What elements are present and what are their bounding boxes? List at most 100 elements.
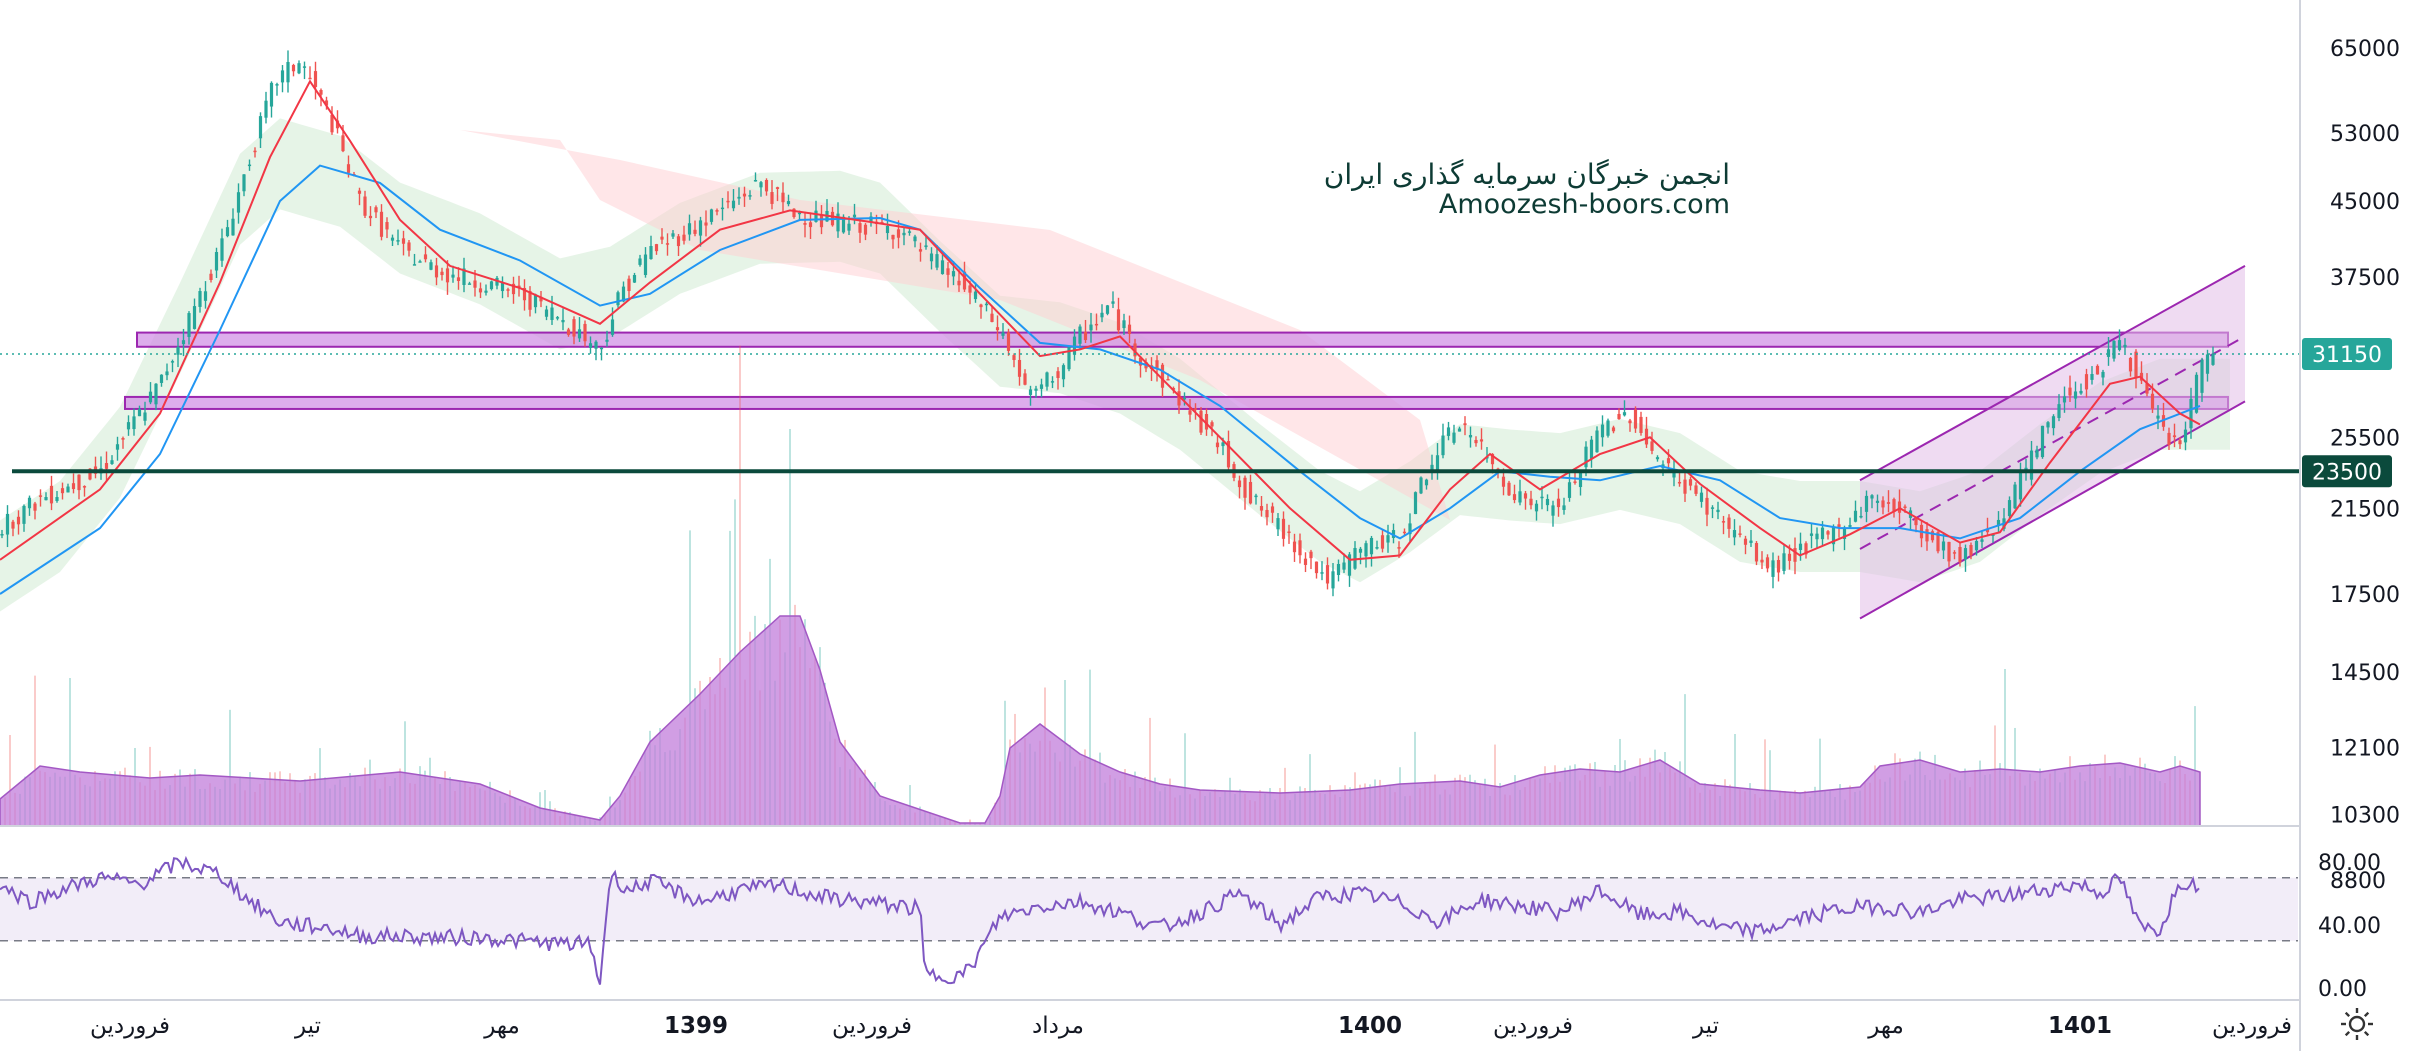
candle-body [808, 222, 813, 228]
candle-body [429, 262, 433, 270]
candle-body [407, 242, 411, 251]
time-tick-label: 1400 [1338, 1013, 1402, 1039]
candle-body [1677, 481, 1682, 484]
candle-body [137, 408, 142, 417]
candle-body [1177, 391, 1181, 406]
candle-body [1985, 528, 1990, 533]
candle-body [561, 319, 565, 323]
candle-body [1793, 548, 1797, 562]
candle-body [704, 222, 708, 226]
candle-body [16, 516, 21, 525]
candle-body [660, 236, 664, 240]
candle-body [1749, 540, 1753, 543]
candle-body [1529, 498, 1533, 506]
candle-body [2156, 415, 2160, 419]
candle-body [0, 534, 4, 536]
candle-body [308, 77, 312, 80]
price-tick-label: 53000 [2330, 122, 2400, 147]
time-axis[interactable]: فروردین تیر مهر 1399 فروردین مرداد 1400 فروردین… [90, 1013, 2292, 1039]
candle-body [170, 361, 175, 363]
candle-body [434, 265, 439, 278]
candle-body [1083, 331, 1088, 341]
candle-body [11, 521, 15, 529]
candle-body [1138, 357, 1143, 366]
candle-body [1380, 535, 1385, 549]
candle-body [1248, 481, 1253, 504]
candle-body [555, 317, 560, 319]
candle-body [1204, 414, 1209, 430]
candle-body [1303, 558, 1308, 565]
candle-body [781, 192, 785, 203]
candle-body [731, 200, 736, 209]
candle-body [533, 294, 538, 308]
time-tick-label: مهر [483, 1013, 520, 1039]
candle-body [550, 307, 554, 320]
candle-body [506, 289, 510, 291]
candle-body [330, 114, 334, 133]
candle-body [1188, 410, 1192, 415]
candle-body [1699, 492, 1704, 502]
candle-body [363, 196, 367, 216]
candle-body [2040, 425, 2045, 458]
candle-body [1947, 541, 1951, 562]
candle-body [1270, 506, 1275, 513]
candle-body [1089, 324, 1093, 331]
candle-body [1771, 560, 1775, 577]
candle-body [500, 282, 505, 292]
time-tick-label: 1401 [2048, 1013, 2112, 1039]
price-tick-label: 21500 [2330, 497, 2400, 522]
candle-body [715, 210, 719, 212]
candle-body [1210, 422, 1214, 427]
candle-body [203, 291, 208, 301]
candle-body [236, 192, 241, 213]
candle-body [418, 261, 422, 263]
candle-body [1479, 439, 1484, 442]
candle-body [1215, 442, 1220, 448]
candle-body [1364, 543, 1368, 557]
candle-body [1353, 547, 1357, 569]
candle-body [269, 82, 274, 107]
candle-body [803, 223, 807, 225]
candle-body [324, 100, 329, 106]
candle-body [220, 238, 224, 261]
candle-body [638, 258, 642, 265]
candle-body [341, 135, 345, 152]
time-tick-label: تیر [294, 1013, 321, 1039]
candle-body [1193, 408, 1198, 410]
candle-body [1639, 416, 1643, 433]
candle-body [1419, 477, 1423, 494]
candle-body [22, 505, 26, 524]
candle-body [737, 196, 741, 199]
candle-body [1721, 521, 1726, 523]
price-tick-label: 45000 [2330, 190, 2400, 215]
candle-body [1688, 479, 1693, 486]
candle-body [984, 303, 989, 306]
candle-body [1056, 371, 1060, 378]
candle-body [2145, 383, 2149, 394]
cloud-red [460, 130, 1450, 520]
candle-body [2183, 429, 2188, 443]
candle-body [836, 213, 840, 232]
settings-button[interactable] [2341, 1008, 2373, 1040]
candle-body [2007, 500, 2012, 517]
candle-body [583, 323, 587, 342]
candle-body [902, 232, 906, 236]
candle-body [522, 287, 527, 301]
candle-body [1897, 501, 1902, 513]
candle-body [2018, 471, 2023, 500]
candle-body [1622, 412, 1627, 416]
price-tick-label: 17500 [2330, 583, 2400, 608]
candle-body [907, 231, 912, 233]
candle-body [423, 254, 428, 260]
candle-body [451, 274, 455, 278]
candle-body [995, 327, 1000, 331]
candle-body [1375, 547, 1379, 549]
candle-body [1358, 548, 1363, 553]
candle-body [467, 283, 472, 285]
candle-body [577, 329, 582, 339]
candle-body [2073, 391, 2078, 399]
candle-body [209, 273, 213, 280]
